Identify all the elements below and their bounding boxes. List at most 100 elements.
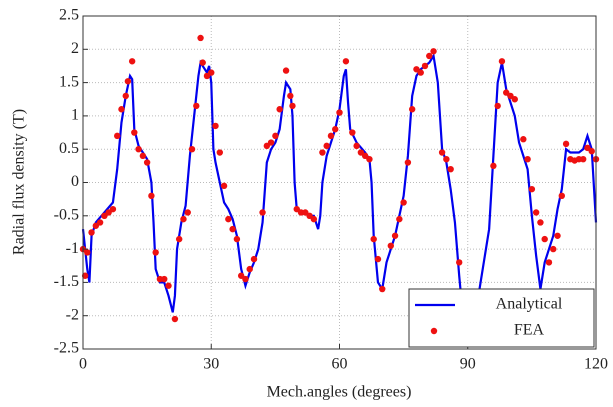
x-tick-label: 90	[460, 356, 476, 373]
scatter-point	[353, 142, 360, 150]
scatter-point	[208, 69, 215, 76]
y-tick-label: -1	[66, 240, 79, 257]
x-tick-label: 0	[79, 356, 87, 373]
scatter-point	[430, 48, 437, 55]
scatter-point	[212, 122, 219, 130]
scatter-point	[118, 106, 125, 113]
scatter-point	[180, 215, 187, 223]
scatter-point	[124, 78, 132, 85]
y-tick-label: 0.5	[59, 140, 79, 157]
scatter-point	[88, 229, 95, 236]
scatter-point	[545, 259, 553, 266]
scatter-point	[287, 92, 294, 100]
line-series	[81, 52, 598, 326]
scatter-point	[332, 126, 339, 133]
scatter-point	[366, 155, 373, 163]
scatter-point	[342, 58, 350, 65]
scatter-point	[370, 235, 377, 243]
scatter-point	[336, 109, 343, 116]
x-tick-label: 60	[332, 356, 348, 373]
scatter-point	[152, 249, 159, 256]
scatter-point	[349, 129, 356, 136]
scatter-point	[161, 275, 168, 283]
scatter-point	[554, 232, 561, 239]
scatter-point	[259, 209, 266, 216]
scatter-point	[122, 92, 129, 100]
y-tick-label: 1.5	[59, 73, 79, 90]
scatter-point	[400, 199, 407, 206]
scatter-point	[447, 165, 454, 173]
scatter-point	[327, 132, 335, 140]
scatter-point	[528, 185, 536, 193]
scatter-point	[109, 205, 117, 213]
y-tick-label: -1.5	[54, 273, 79, 290]
scatter-point	[242, 275, 249, 283]
scatter-point	[131, 129, 138, 136]
scatter-point	[417, 69, 424, 76]
x-tick-label: 30	[203, 356, 219, 373]
scatter-point	[379, 285, 386, 293]
scatter-point	[319, 149, 326, 156]
scatter-point	[139, 152, 147, 160]
scatter-point	[310, 215, 318, 223]
scatter-point	[282, 67, 290, 74]
legend-box	[408, 288, 595, 348]
y-tick-label: 2.5	[59, 7, 79, 24]
scatter-point	[272, 132, 279, 140]
scatter-point	[250, 255, 258, 263]
legend-marker	[430, 327, 438, 335]
scatter-point	[148, 192, 155, 200]
y-tick-label: 0	[71, 173, 79, 190]
scatter-point	[396, 215, 403, 223]
scatter-point	[541, 235, 548, 243]
scatter-point	[524, 155, 531, 163]
scatter-point	[171, 315, 179, 323]
scatter-point	[246, 265, 253, 273]
scatter-point	[229, 225, 236, 233]
scatter-point	[289, 102, 296, 110]
y-tick-label: 2	[71, 40, 79, 57]
legend-label: Analytical	[496, 296, 563, 313]
ticks: 0 30 60 90 120 -2.5 -2 -1.5 -1 -0.5 0 0.5 1 1.5 2 2.5	[54, 7, 608, 373]
scatter-point	[267, 139, 275, 146]
scatter-point	[188, 146, 196, 153]
scatter-point	[135, 146, 142, 153]
scatter-point	[184, 209, 191, 216]
scatter-point	[114, 132, 121, 140]
scatter-point	[558, 192, 565, 200]
scatter-point	[498, 58, 506, 65]
scatter-point	[511, 96, 518, 103]
scatter-point	[438, 149, 446, 156]
scatter-point	[225, 215, 232, 223]
scatter-point	[562, 140, 570, 148]
y-tick-label: -0.5	[54, 206, 79, 223]
scatter-point	[391, 232, 399, 239]
scatter-point	[404, 159, 412, 166]
scatter-point	[128, 58, 136, 65]
scatter-point	[276, 106, 283, 113]
scatter-point	[193, 102, 200, 110]
y-tick-label: 1	[71, 107, 79, 124]
scatter-point	[532, 209, 540, 216]
scatter-point	[588, 147, 595, 155]
scatter-point	[175, 235, 183, 243]
y-axis-label: Radial flux density (T)	[11, 109, 28, 255]
scatter-point	[421, 62, 429, 70]
scatter-point	[233, 235, 241, 243]
scatter-point	[443, 155, 450, 163]
scatter-point	[550, 245, 557, 253]
scatter-point	[81, 272, 89, 279]
scatter-point	[374, 255, 382, 263]
scatter-point	[408, 106, 416, 113]
scatter-point	[199, 59, 206, 66]
scatter-point	[96, 219, 104, 226]
scatter-point	[490, 162, 497, 170]
scatter-point	[216, 149, 223, 156]
scatter-point	[426, 52, 433, 60]
scatter-point	[456, 259, 463, 266]
y-tick-label: -2.5	[54, 340, 79, 357]
scatter-point	[197, 34, 204, 42]
plot	[79, 34, 600, 326]
